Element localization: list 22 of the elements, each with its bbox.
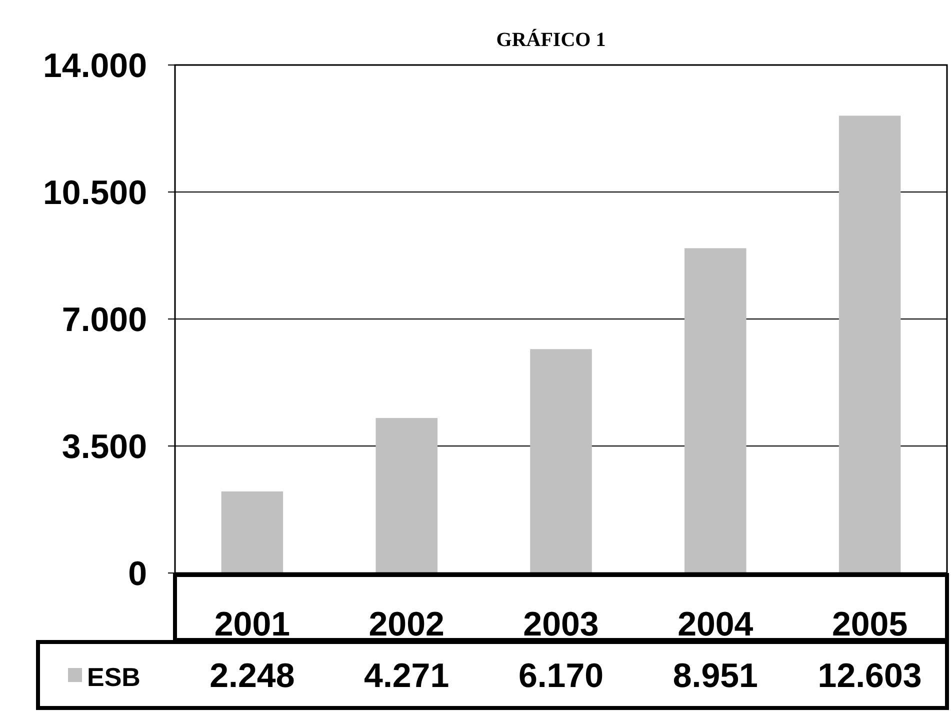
y-tick-label: 7.000 (62, 300, 147, 339)
chart-title: GRÁFICO 1 (496, 28, 606, 51)
x-tick-label: 2001 (214, 605, 290, 644)
y-tick-label: 0 (128, 554, 147, 593)
x-tick-label: 2002 (368, 605, 444, 644)
bar (838, 116, 901, 573)
y-tick-label: 3.500 (62, 428, 147, 466)
y-tick-label: 14.000 (43, 46, 147, 85)
text: 8.951 (672, 656, 758, 695)
x-tick-label: 2004 (678, 605, 754, 644)
x-tick-label: 2005 (832, 605, 908, 644)
bar (684, 248, 746, 573)
y-tick-label: 10.500 (43, 174, 147, 212)
bar (530, 349, 592, 573)
bar (376, 418, 438, 573)
text: 6.170 (518, 656, 604, 695)
x-tick-label: 2003 (523, 605, 599, 644)
bar (221, 491, 284, 573)
text: 2.248 (210, 656, 295, 695)
legend-label: ESB (87, 662, 140, 692)
text: 12.603 (818, 656, 922, 695)
text: 4.271 (364, 656, 450, 695)
